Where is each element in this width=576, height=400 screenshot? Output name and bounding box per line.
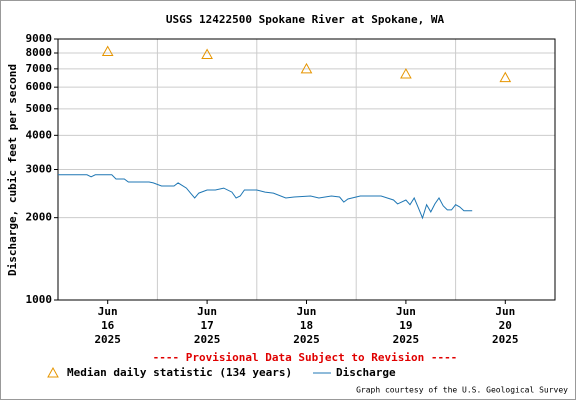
- median-marker: [201, 48, 213, 59]
- credit: Graph courtesy of the U.S. Geological Su…: [356, 386, 568, 395]
- legend-label: Discharge: [336, 366, 396, 379]
- x-tick-label: 20: [499, 319, 512, 332]
- y-tick-label: 8000: [26, 46, 53, 59]
- discharge-line: [58, 174, 473, 220]
- median-marker: [499, 71, 512, 83]
- x-tick-label: 2025: [492, 333, 519, 346]
- median-marker: [300, 62, 313, 74]
- median-marker: [400, 68, 412, 79]
- x-tick-label: 2025: [194, 333, 221, 346]
- y-tick-label: 6000: [26, 80, 53, 93]
- legend-label: Median daily statistic (134 years): [67, 366, 292, 379]
- chart-title: USGS 12422500 Spokane River at Spokane, …: [166, 13, 445, 26]
- y-tick-label: 1000: [26, 293, 53, 306]
- x-tick-label: 2025: [393, 333, 420, 346]
- x-tick-label: Jun: [396, 305, 416, 318]
- x-tick-label: 2025: [94, 333, 121, 346]
- x-tick-label: Jun: [197, 305, 217, 318]
- x-tick-label: 19: [399, 319, 412, 332]
- x-tick-label: Jun: [495, 305, 515, 318]
- x-tick-label: Jun: [98, 305, 118, 318]
- y-tick-label: 3000: [26, 163, 53, 176]
- y-tick-label: 2000: [26, 211, 53, 224]
- y-tick-label: 4000: [26, 128, 53, 141]
- y-tick-label: 5000: [26, 102, 53, 115]
- y-axis-label: Discharge, cubic feet per second: [6, 64, 19, 276]
- x-tick-label: 16: [101, 319, 115, 332]
- x-tick-label: 18: [300, 319, 313, 332]
- legend-marker: [47, 366, 59, 378]
- x-tick-label: 2025: [293, 333, 320, 346]
- median-marker: [101, 45, 114, 57]
- y-tick-label: 9000: [26, 32, 53, 45]
- x-tick-label: 17: [200, 319, 213, 332]
- x-tick-label: Jun: [297, 305, 317, 318]
- plot-frame: [57, 38, 556, 301]
- annotation: ---- Provisional Data Subject to Revisio…: [153, 351, 458, 364]
- y-tick-label: 7000: [26, 62, 53, 75]
